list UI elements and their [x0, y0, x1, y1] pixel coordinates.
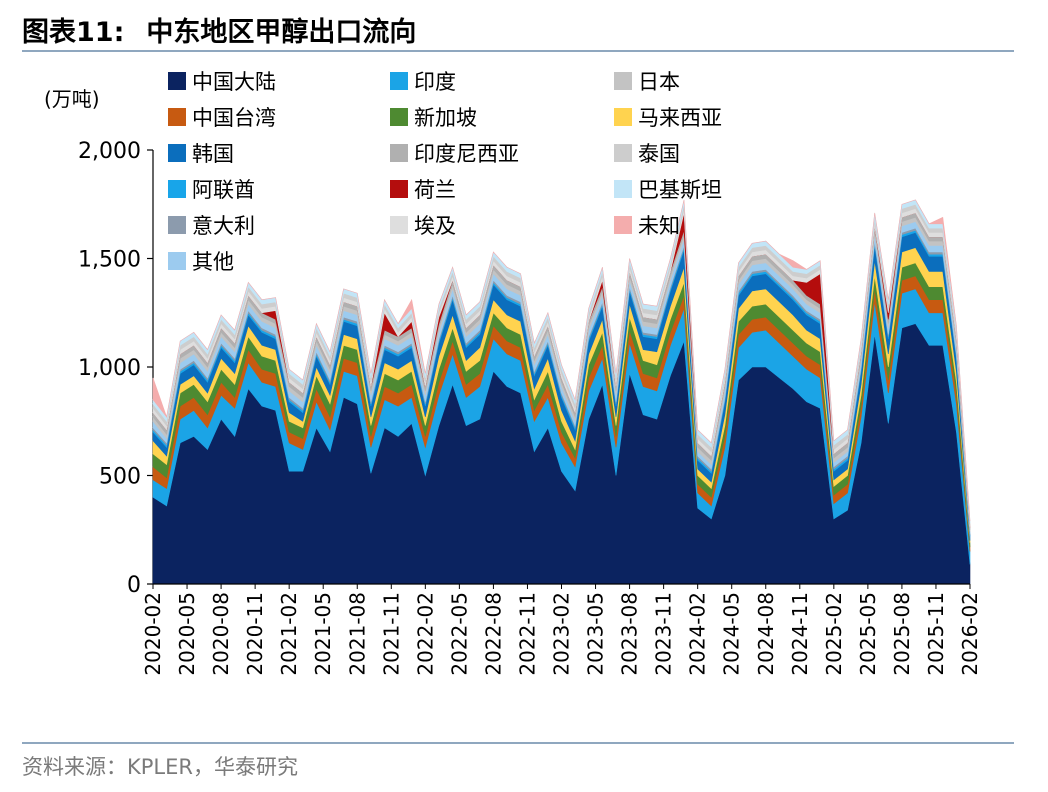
x-tick-label: 2025-11 [924, 592, 948, 676]
legend-swatch [168, 180, 186, 198]
x-tick-label: 2024-02 [686, 592, 710, 676]
x-tick-label: 2021-08 [345, 592, 369, 676]
legend-swatch [390, 180, 408, 198]
x-tick-label: 2023-02 [550, 592, 574, 676]
legend-label: 日本 [638, 70, 680, 94]
legend-label: 其他 [192, 250, 234, 274]
figure-title: 图表11: 中东地区甲醇出口流向 [22, 10, 416, 49]
y-tick-label: 2,000 [78, 139, 141, 164]
legend-swatch [614, 180, 632, 198]
x-tick-label: 2026-02 [958, 592, 982, 676]
x-tick-label: 2020-08 [209, 592, 233, 676]
x-axis: 2020-02 2020-05 2020-08 2020-11 2021-02 2021-… [141, 583, 982, 676]
legend-swatch [390, 108, 408, 126]
legend-label: 阿联酋 [192, 178, 255, 202]
legend-swatch [614, 108, 632, 126]
legend-label: 泰国 [638, 142, 680, 166]
header-rule [22, 50, 1014, 52]
legend-label: 马来西亚 [638, 106, 722, 130]
legend-swatch [168, 144, 186, 162]
x-tick-label: 2021-02 [277, 592, 301, 676]
x-tick-label: 2023-11 [652, 592, 676, 676]
legend-label: 韩国 [192, 142, 234, 166]
x-tick-label: 2021-11 [379, 592, 403, 676]
legend-swatch [614, 216, 632, 234]
legend-swatch [614, 72, 632, 90]
x-tick-label: 2020-05 [175, 592, 199, 676]
x-tick-label: 2024-08 [754, 592, 778, 676]
legend-label: 印度 [414, 70, 456, 94]
y-axis: 0 500 1,000 1,500 2,000 [78, 139, 154, 598]
x-tick-label: 2022-05 [447, 592, 471, 676]
legend-swatch [390, 72, 408, 90]
figure-number: 图表11: [22, 17, 125, 48]
legend-label: 意大利 [192, 214, 255, 238]
y-tick-label: 500 [99, 465, 141, 490]
x-tick-label: 2024-05 [720, 592, 744, 676]
figure-title-text: 中东地区甲醇出口流向 [146, 17, 417, 48]
legend-label: 巴基斯坦 [638, 178, 722, 202]
x-tick-label: 2022-11 [515, 592, 539, 676]
legend-swatch [390, 144, 408, 162]
area-series [152, 199, 971, 585]
x-tick-label: 2021-05 [311, 592, 335, 676]
y-axis-unit: (万吨) [44, 87, 100, 111]
legend-swatch [168, 252, 186, 270]
x-tick-label: 2025-08 [890, 592, 914, 676]
legend-label: 埃及 [414, 214, 456, 238]
x-tick-label: 2023-08 [618, 592, 642, 676]
source-note: 资料来源：KPLER，华泰研究 [22, 755, 298, 779]
y-tick-label: 1,500 [78, 248, 141, 273]
x-tick-label: 2024-11 [788, 592, 812, 676]
footer-rule [22, 742, 1014, 744]
legend-label: 荷兰 [414, 178, 456, 202]
x-tick-label: 2020-02 [141, 592, 165, 676]
legend-swatch [168, 108, 186, 126]
x-tick-label: 2025-05 [856, 592, 880, 676]
area-series-15 [152, 199, 971, 522]
x-tick-label: 2025-02 [822, 592, 846, 676]
legend-label: 新加坡 [414, 106, 477, 130]
legend-label: 印度尼西亚 [414, 142, 519, 166]
y-tick-label: 1,000 [78, 356, 141, 381]
legend-swatch [390, 216, 408, 234]
y-tick-label: 0 [127, 573, 141, 598]
legend-label: 中国台湾 [192, 106, 276, 130]
x-tick-label: 2023-05 [584, 592, 608, 676]
legend-swatch [614, 144, 632, 162]
legend-swatch [168, 72, 186, 90]
legend-swatch [168, 216, 186, 234]
x-tick-label: 2020-11 [243, 592, 267, 676]
legend-label: 中国大陆 [192, 70, 276, 94]
x-tick-label: 2022-08 [481, 592, 505, 676]
x-tick-label: 2022-02 [413, 592, 437, 676]
legend-label: 未知 [638, 214, 680, 238]
